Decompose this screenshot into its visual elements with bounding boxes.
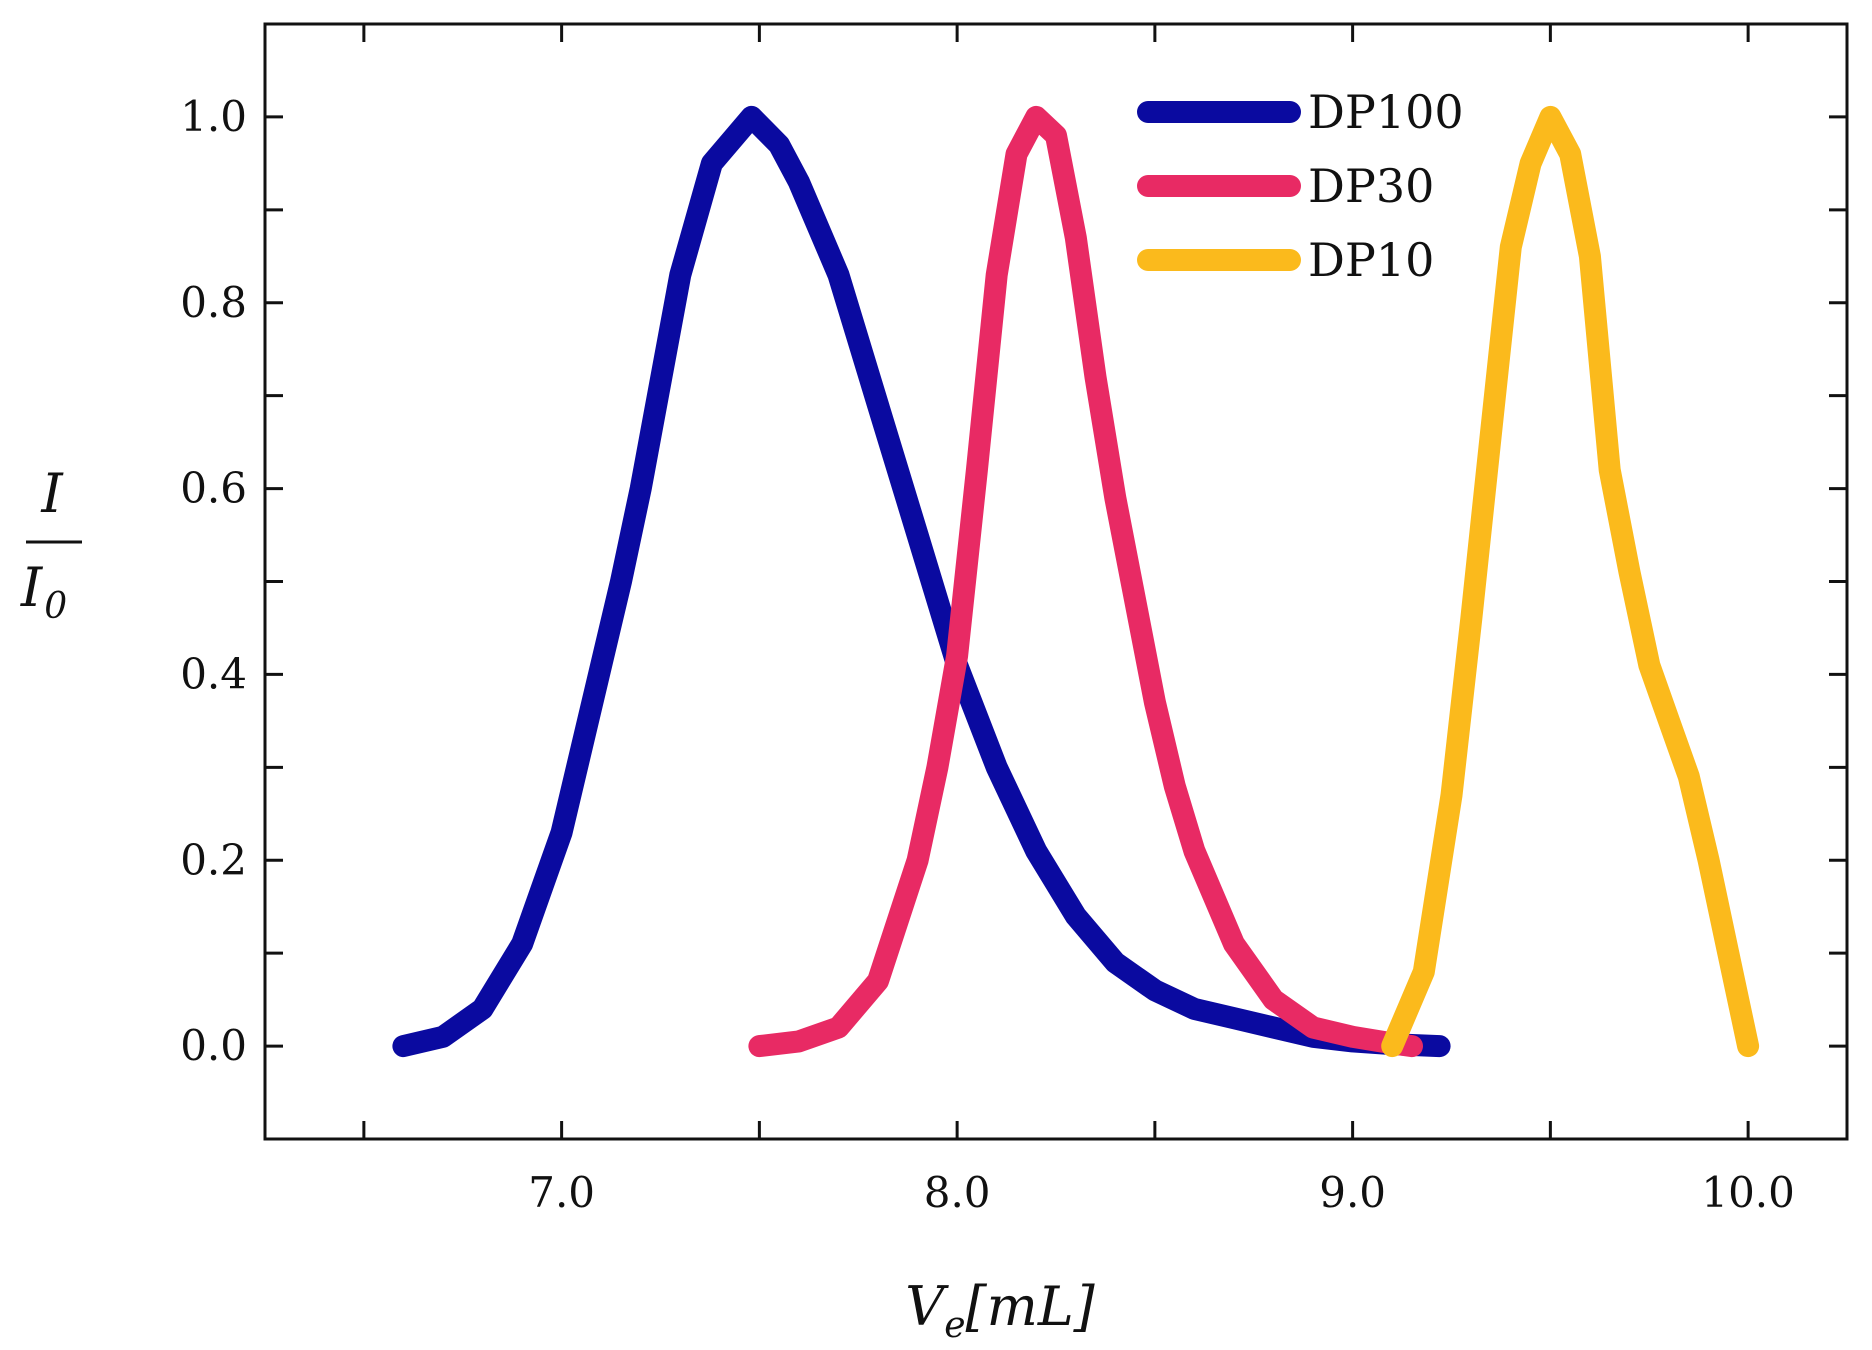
x-tick-label: 8.0: [924, 1168, 991, 1217]
y-tick-label: 0.8: [180, 278, 247, 327]
y-tick-label: 0.6: [180, 464, 247, 513]
plot-frame: [263, 22, 1849, 1141]
y-tick-label: 1.0: [180, 92, 247, 141]
y-axis-numerator: I: [40, 462, 64, 525]
ticks-layer: 7.0 8.0 9.0 10.0 0.0 0.2 0.4 0.6 0.8 1.0: [180, 24, 1847, 1217]
y-axis-title: I I0: [20, 462, 82, 627]
series-line-dp100: [392, 105, 1451, 1058]
x-tick-label: 9.0: [1319, 1168, 1386, 1217]
legend-label-dp10: DP10: [1308, 233, 1434, 287]
x-tick-label: 10.0: [1701, 1168, 1795, 1217]
x-axis-title-main: V: [905, 1275, 949, 1338]
legend-label-dp30: DP30: [1308, 159, 1434, 213]
y-axis-denominator-sub: 0: [44, 586, 67, 627]
x-axis-title-unit: [mL]: [966, 1275, 1096, 1338]
series-line-dp10: [1381, 105, 1760, 1058]
series-layer: [392, 105, 1760, 1058]
y-tick-label: 0.4: [180, 649, 247, 698]
y-axis-denominator-main: I: [20, 556, 44, 619]
x-axis-title-sub: e: [944, 1305, 965, 1346]
legend: DP100 DP30 DP10: [1137, 85, 1464, 287]
series-line-dp30: [748, 105, 1423, 1058]
y-axis-denominator: I0: [20, 556, 67, 627]
legend-label-dp100: DP100: [1308, 85, 1464, 139]
y-tick-label: 0.2: [180, 835, 247, 884]
x-axis-title: Ve[mL]: [905, 1275, 1095, 1346]
x-tick-label: 7.0: [528, 1168, 595, 1217]
y-tick-label: 0.0: [180, 1021, 247, 1070]
